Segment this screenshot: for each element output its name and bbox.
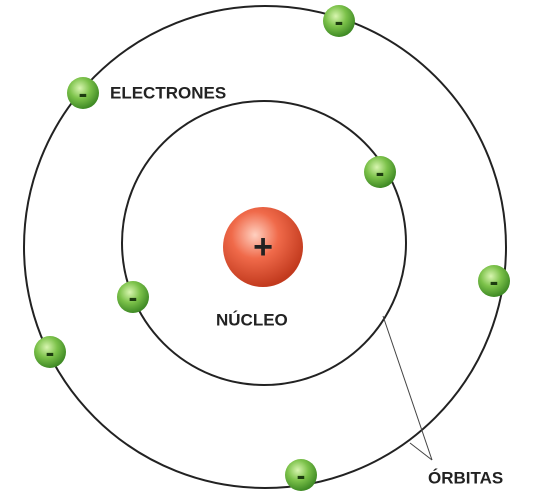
electron-sign: - [297,460,306,490]
electron-sign: - [335,6,344,36]
electron-sign: - [129,282,138,312]
electron: - [478,265,510,297]
electron: - [34,336,66,368]
electron: - [67,77,99,109]
atom-diagram: + ELECTRONES NÚCLEO ÓRBITAS - - - - - - - [0,0,555,494]
electron-sign: - [46,337,55,367]
electron: - [285,459,317,491]
electron: - [117,281,149,313]
page: + ELECTRONES NÚCLEO ÓRBITAS ------- (() … [0,0,555,494]
electron: - [364,156,396,188]
electron-sign: - [79,78,88,108]
electron: - [323,5,355,37]
nucleus: + [223,207,303,287]
nucleus-sign: + [253,228,273,266]
electrons-label: ELECTRONES [110,84,226,103]
nucleus-label: NÚCLEO [216,311,288,330]
orbits-label: ÓRBITAS [428,469,503,488]
electron-sign: - [490,266,499,296]
electron-sign: - [376,157,385,187]
pointer-line [383,316,432,460]
